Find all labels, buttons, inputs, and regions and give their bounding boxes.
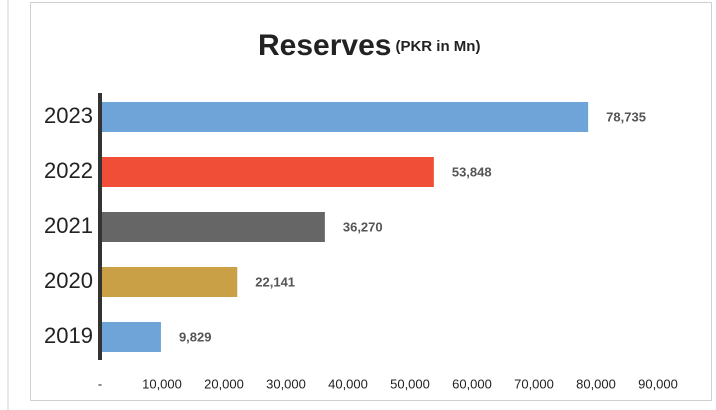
x-tick-label: - xyxy=(98,376,102,391)
bar xyxy=(100,322,161,352)
x-tick-label: 30,000 xyxy=(266,376,306,391)
x-tick-label: 90,000 xyxy=(638,376,678,391)
value-label: 53,848 xyxy=(452,164,492,179)
chart-frame xyxy=(30,2,712,401)
value-label: 22,141 xyxy=(255,274,295,289)
bar xyxy=(100,212,325,242)
title: Reserves xyxy=(258,29,391,62)
y-tick-label: 2022 xyxy=(44,158,93,183)
value-label: 78,735 xyxy=(606,109,646,124)
chart-title: Reserves (PKR in Mn) xyxy=(258,29,480,62)
bar xyxy=(100,157,434,187)
x-tick-label: 50,000 xyxy=(390,376,430,391)
y-tick-label: 2019 xyxy=(44,323,93,348)
y-tick-label: 2023 xyxy=(44,103,93,128)
value-label: 9,829 xyxy=(179,329,212,344)
y-tick-label: 2020 xyxy=(44,268,93,293)
value-label: 36,270 xyxy=(343,219,383,234)
y-tick-label: 2021 xyxy=(44,213,93,238)
x-tick-label: 70,000 xyxy=(514,376,554,391)
x-tick-label: 10,000 xyxy=(142,376,182,391)
bar xyxy=(100,102,589,132)
subtitle: (PKR in Mn) xyxy=(395,38,480,55)
x-tick-label: 80,000 xyxy=(576,376,616,391)
bar xyxy=(100,267,238,297)
x-tick-label: 60,000 xyxy=(452,376,492,391)
x-tick-label: 20,000 xyxy=(204,376,244,391)
x-tick-label: 40,000 xyxy=(328,376,368,391)
